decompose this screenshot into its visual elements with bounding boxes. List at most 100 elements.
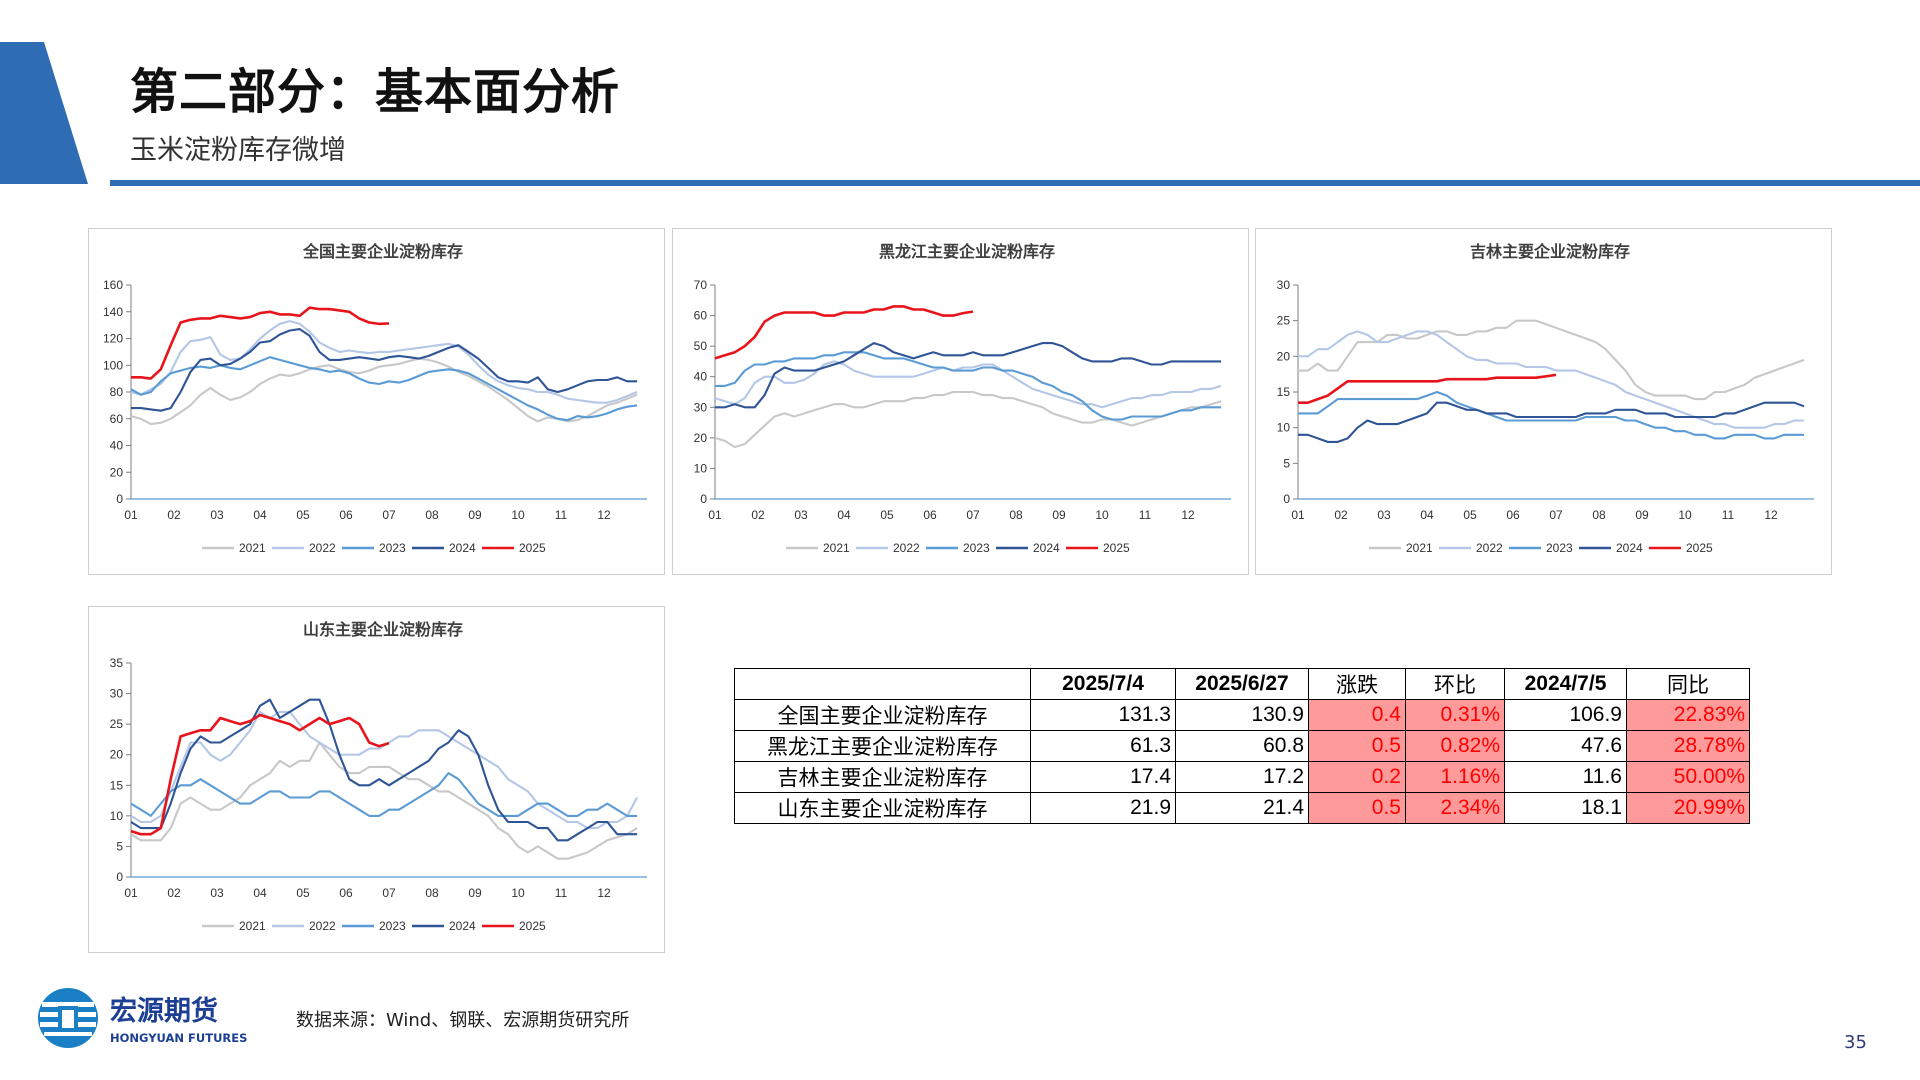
table-header-cell: 环比 [1405, 668, 1505, 700]
series-line-2022 [1298, 330, 1805, 429]
table-row: 全国主要企业淀粉库存 131.3 130.9 0.4 0.31% 106.9 2… [734, 699, 1750, 731]
x-tick-label: 11 [1722, 508, 1735, 522]
table-cell-wow: 1.16% [1405, 761, 1505, 793]
legend-label-2023: 2023 [379, 541, 406, 555]
legend-label-2022: 2022 [309, 919, 336, 933]
y-tick-label: 160 [103, 278, 123, 292]
chart-panel-shandong: 山东主要企业淀粉库存 0 5 10 15 20 25 30 35 01 02 03 04 05 06 07 08… [88, 606, 665, 953]
y-tick-label: 60 [110, 412, 124, 426]
table-row: 黑龙江主要企业淀粉库存 61.3 60.8 0.5 0.82% 47.6 28.… [734, 730, 1750, 762]
series-line-2021 [130, 357, 638, 426]
y-tick-label: 5 [1283, 456, 1290, 470]
x-tick-label: 06 [339, 886, 353, 900]
table-header-cell: 同比 [1626, 668, 1750, 700]
legend-label-2021: 2021 [239, 919, 266, 933]
legend-label-2025: 2025 [519, 919, 546, 933]
series-line-2025 [131, 306, 390, 380]
y-tick-label: 10 [694, 461, 708, 475]
table-cell: 21.4 [1175, 792, 1309, 824]
table-row: 吉林主要企业淀粉库存 17.4 17.2 0.2 1.16% 11.6 50.0… [734, 761, 1750, 793]
table-cell: 131.3 [1030, 699, 1176, 731]
chart-title: 全国主要企业淀粉库存 [302, 242, 463, 261]
legend-label-2025: 2025 [1686, 541, 1713, 555]
x-tick-label: 12 [1181, 508, 1195, 522]
x-tick-label: 05 [880, 508, 894, 522]
x-tick-label: 02 [167, 886, 181, 900]
x-tick-label: 01 [124, 886, 138, 900]
x-tick-label: 01 [1291, 508, 1305, 522]
x-tick-label: 11 [555, 508, 568, 522]
series-line-2023 [130, 772, 638, 817]
x-tick-label: 05 [1463, 508, 1477, 522]
data-source-note: 数据来源：Wind、钢联、宏源期货研究所 [296, 1010, 630, 1031]
chart-panel-jilin: 吉林主要企业淀粉库存 0 5 10 15 20 25 30 01 02 03 04 05 06 07 08 09… [1255, 228, 1832, 575]
x-tick-label: 06 [339, 508, 353, 522]
table-cell: 21.9 [1030, 792, 1176, 824]
table-header-row: 2025/7/4 2025/6/27 涨跌 环比 2024/7/5 同比 [734, 668, 1750, 700]
series-line-2023 [715, 351, 1222, 421]
legend-label-2023: 2023 [963, 541, 990, 555]
y-tick-label: 40 [694, 370, 708, 384]
y-tick-label: 20 [1277, 349, 1291, 363]
y-tick-label: 140 [103, 305, 123, 319]
x-tick-label: 09 [1635, 508, 1649, 522]
x-tick-label: 12 [597, 508, 611, 522]
x-tick-label: 06 [923, 508, 937, 522]
legend-label-2023: 2023 [1546, 541, 1573, 555]
table-cell-name: 黑龙江主要企业淀粉库存 [734, 730, 1031, 762]
table-cell-change: 0.5 [1308, 792, 1406, 824]
table-cell: 130.9 [1175, 699, 1309, 731]
chart-title: 黑龙江主要企业淀粉库存 [879, 242, 1055, 261]
y-tick-label: 20 [110, 748, 124, 762]
x-tick-label: 07 [966, 508, 980, 522]
table-cell-change: 0.4 [1308, 699, 1406, 731]
y-tick-label: 0 [116, 492, 123, 506]
legend-label-2021: 2021 [1406, 541, 1433, 555]
logo-cn-text: 宏源期货 [110, 995, 218, 1027]
table-cell-change: 0.2 [1308, 761, 1406, 793]
x-tick-label: 03 [210, 886, 224, 900]
table-cell-wow: 0.82% [1405, 730, 1505, 762]
y-tick-label: 10 [1277, 421, 1291, 435]
y-tick-label: 30 [110, 687, 124, 701]
y-tick-label: 70 [694, 278, 708, 292]
chart-national-stock: 全国主要企业淀粉库存 0 20 40 60 80 100 120 140 160 01 02 03 04 0… [103, 242, 647, 555]
series-line-2025 [1298, 373, 1557, 404]
y-tick-label: 80 [110, 385, 124, 399]
legend-label-2022: 2022 [893, 541, 920, 555]
legend-label-2024: 2024 [449, 919, 476, 933]
table-header-cell [734, 668, 1031, 700]
y-tick-label: 120 [103, 332, 123, 346]
legend-label-2024: 2024 [449, 541, 476, 555]
y-tick-label: 0 [700, 492, 707, 506]
y-tick-label: 100 [103, 358, 123, 372]
chart-panel-heilongjiang: 黑龙江主要企业淀粉库存 0 10 20 30 40 50 60 70 01 02 03 04 05 06 07… [672, 228, 1249, 575]
x-tick-label: 03 [794, 508, 808, 522]
series-line-2021 [714, 390, 1222, 449]
x-tick-label: 03 [1377, 508, 1391, 522]
legend-label-2022: 2022 [1476, 541, 1503, 555]
x-tick-label: 08 [1592, 508, 1606, 522]
series-line-2025 [130, 713, 390, 836]
x-tick-label: 12 [1764, 508, 1778, 522]
y-tick-label: 15 [1277, 385, 1291, 399]
x-tick-label: 02 [1334, 508, 1348, 522]
logo-en-text: HONGYUAN FUTURES [110, 1031, 247, 1045]
legend-label-2022: 2022 [309, 541, 336, 555]
y-tick-label: 50 [694, 339, 708, 353]
y-tick-label: 60 [694, 309, 708, 323]
page-number: 35 [1844, 1032, 1867, 1053]
x-tick-label: 10 [511, 508, 525, 522]
table-cell: 18.1 [1504, 792, 1627, 824]
table-header-cell: 2025/7/4 [1030, 668, 1176, 700]
series-line-2021 [1298, 319, 1805, 401]
table-cell: 61.3 [1030, 730, 1176, 762]
series-line-2025 [714, 305, 974, 360]
legend-label-2021: 2021 [823, 541, 850, 555]
legend-label-2025: 2025 [519, 541, 546, 555]
table-cell: 17.4 [1030, 761, 1176, 793]
y-tick-label: 25 [110, 717, 124, 731]
legend-label-2021: 2021 [239, 541, 266, 555]
x-tick-label: 10 [1678, 508, 1692, 522]
